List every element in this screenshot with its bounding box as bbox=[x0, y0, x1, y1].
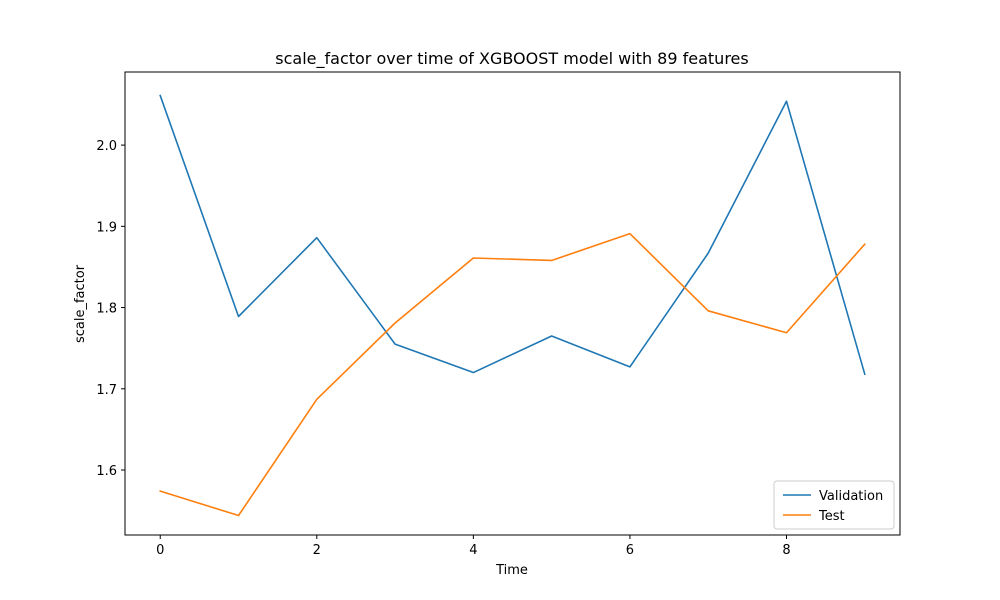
series-line-test bbox=[159, 232, 866, 517]
plot-area bbox=[124, 71, 901, 536]
y-tick-label: 1.9 bbox=[96, 220, 117, 235]
x-tick-label: 6 bbox=[626, 543, 634, 558]
y-tick-label: 1.6 bbox=[96, 464, 117, 479]
x-tick-label: 0 bbox=[156, 543, 164, 558]
series-layer bbox=[159, 94, 866, 517]
y-axis: 1.6 1.7 1.8 1.9 2.0 bbox=[96, 139, 125, 479]
legend-box bbox=[773, 480, 895, 530]
plot-frame bbox=[124, 71, 901, 536]
series-line-validation bbox=[159, 94, 866, 376]
x-tick-label: 4 bbox=[469, 543, 477, 558]
legend-label-test: Test bbox=[818, 509, 845, 524]
legend-label-validation: Validation bbox=[819, 489, 883, 504]
chart-title: scale_factor over time of XGBOOST model … bbox=[275, 49, 748, 69]
x-tick-label: 8 bbox=[782, 543, 790, 558]
legend: Validation Test bbox=[773, 480, 895, 530]
y-tick-label: 1.7 bbox=[96, 383, 117, 398]
y-axis-label: scale_factor bbox=[73, 264, 88, 343]
x-axis: 0 2 4 6 8 bbox=[156, 535, 791, 558]
y-tick-label: 2.0 bbox=[96, 139, 117, 154]
x-tick-label: 2 bbox=[313, 543, 321, 558]
y-tick-label: 1.8 bbox=[96, 302, 117, 317]
x-axis-label: Time bbox=[495, 563, 528, 578]
